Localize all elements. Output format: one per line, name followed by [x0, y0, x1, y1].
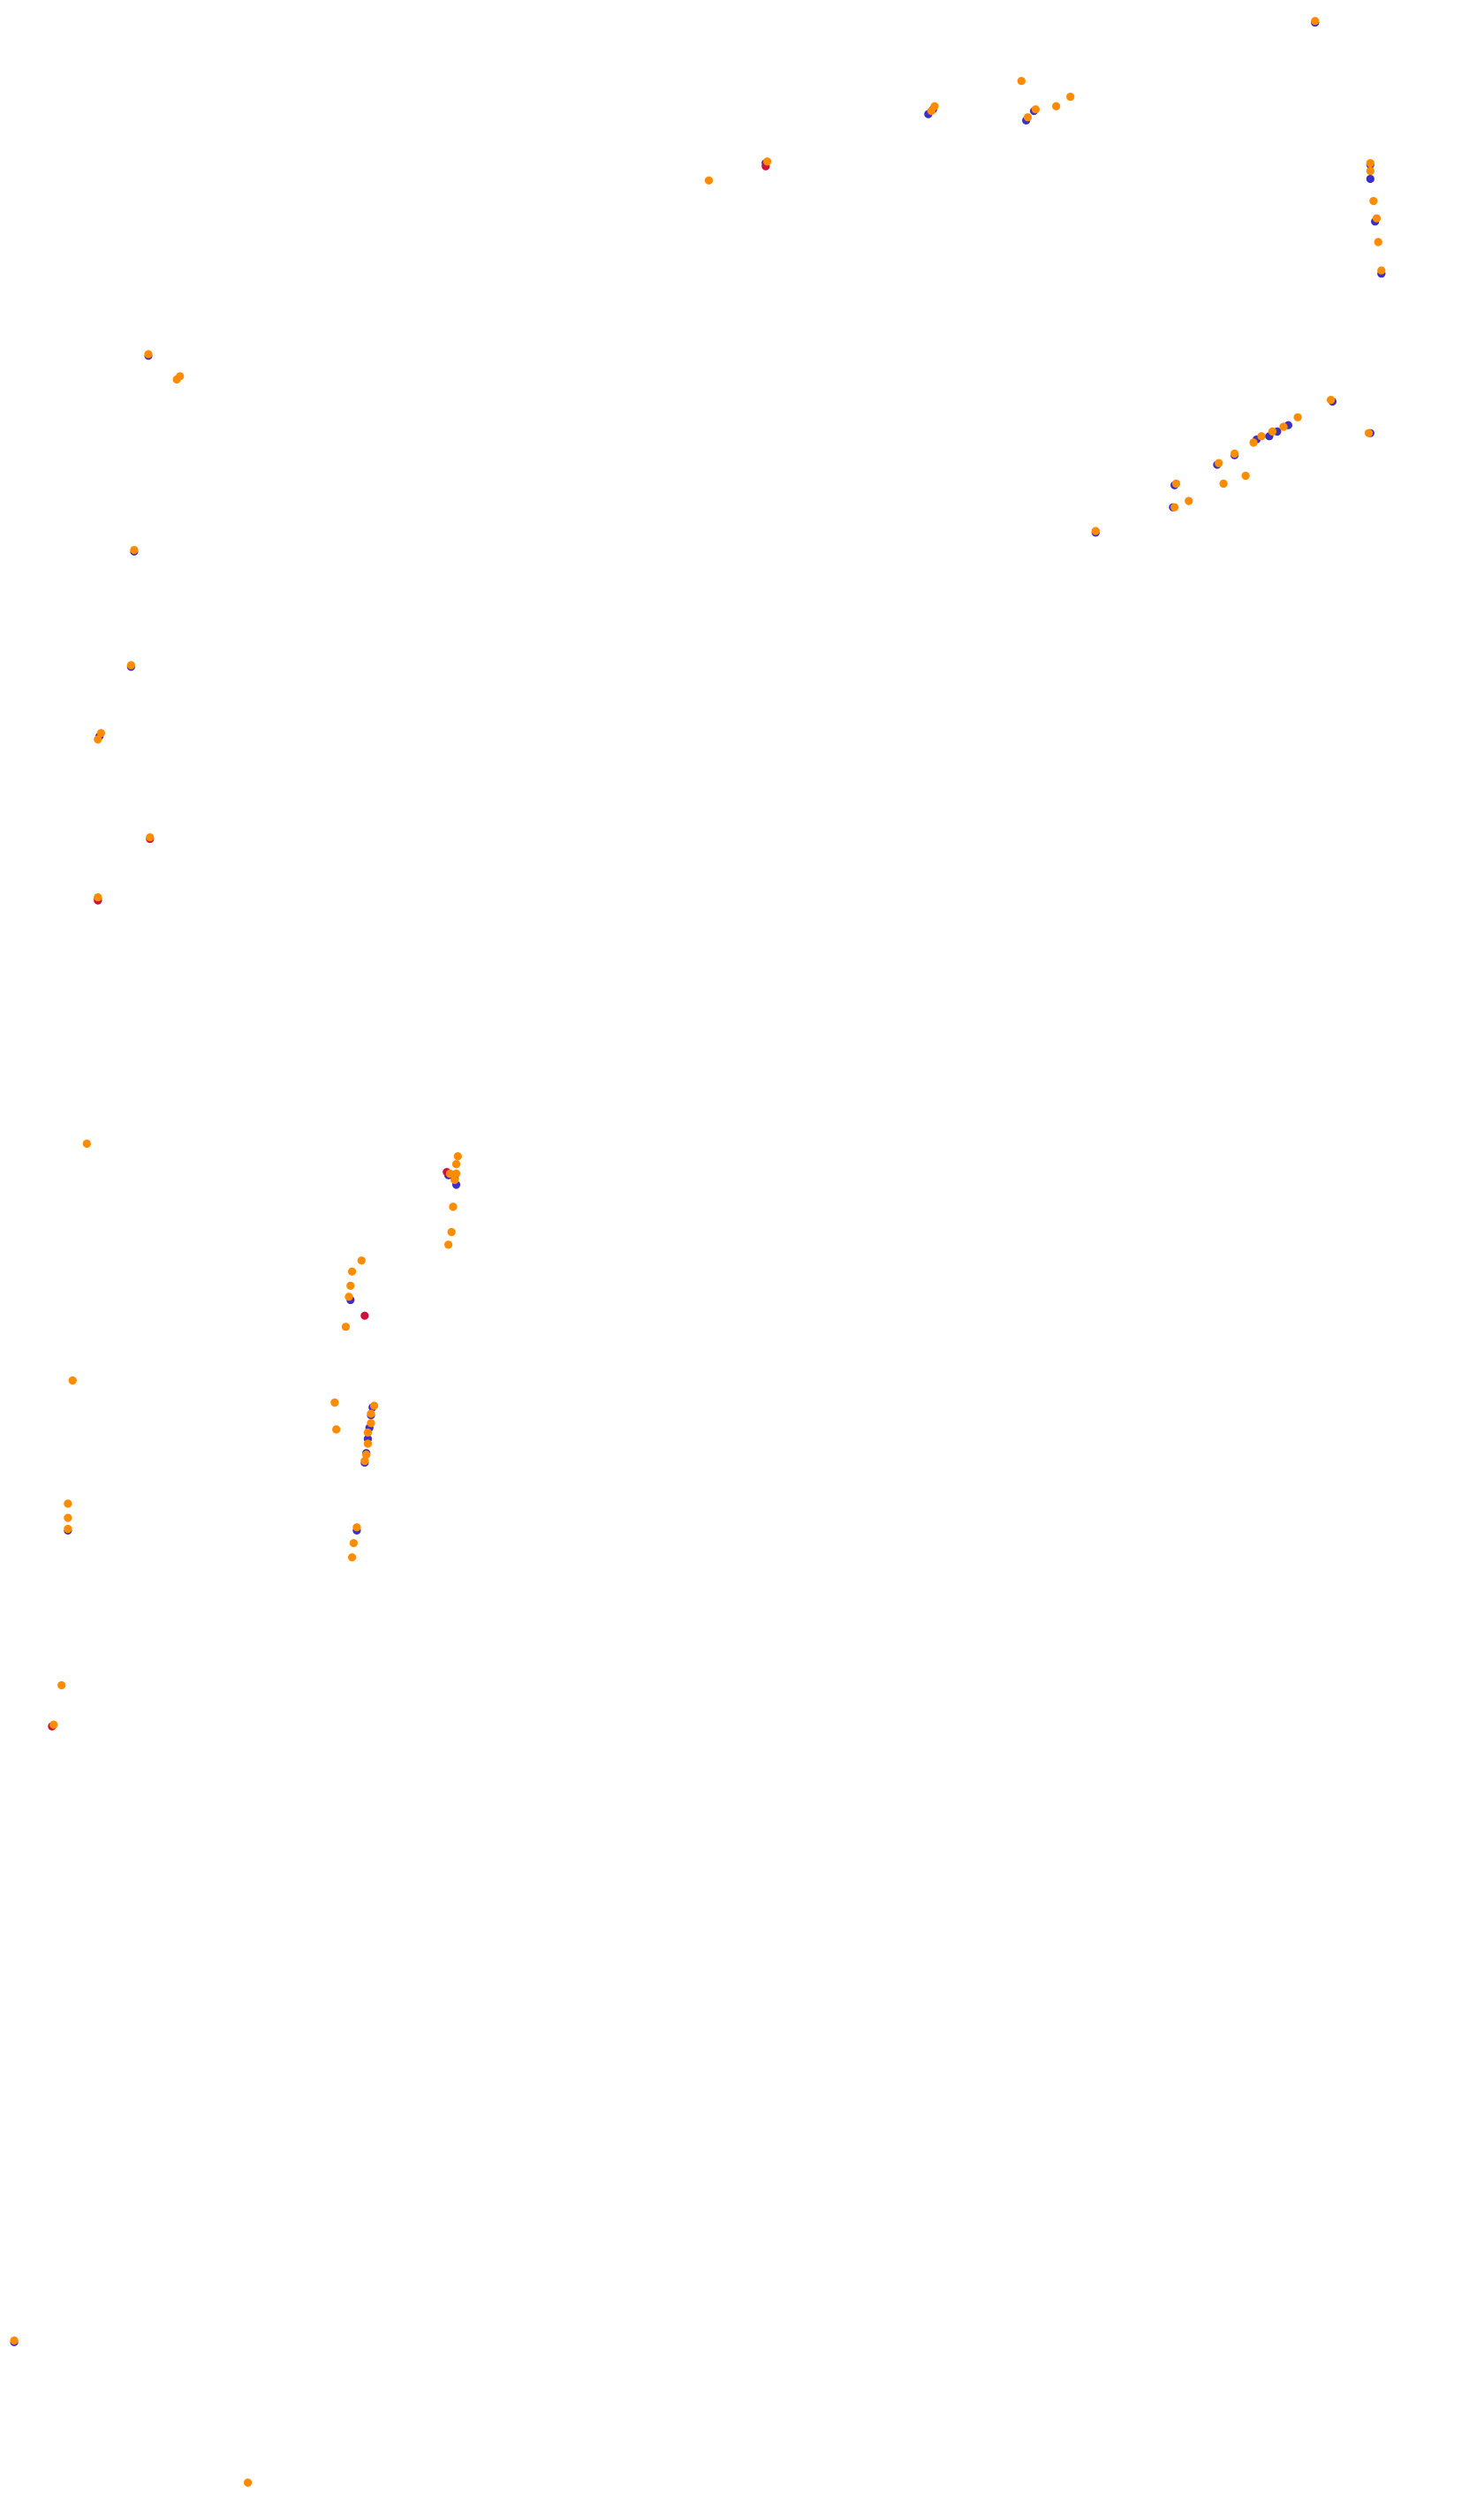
- data-point-orange-10: [1366, 158, 1374, 168]
- data-point-orange-30: [1230, 449, 1239, 459]
- data-point-orange-51: [346, 1281, 355, 1290]
- series-orange: [10, 17, 1386, 2487]
- plot-background: [0, 12, 1484, 2490]
- data-point-orange-67: [352, 1523, 361, 1532]
- data-point-orange-9: [704, 176, 714, 185]
- data-point-orange-19: [130, 545, 139, 555]
- data-point-orange-73: [243, 2478, 253, 2487]
- data-point-orange-61: [363, 1439, 373, 1448]
- data-point-orange-57: [367, 1409, 375, 1418]
- data-point-orange-38: [1326, 396, 1336, 405]
- data-point-orange-24: [94, 893, 102, 902]
- data-point-orange-14: [1374, 238, 1382, 246]
- data-point-orange-4: [1066, 92, 1075, 102]
- data-point-orange-23: [146, 833, 155, 842]
- data-point-orange-29: [1249, 438, 1258, 447]
- data-point-orange-48: [443, 1240, 453, 1249]
- data-point-orange-55: [330, 1398, 339, 1407]
- data-point-orange-18: [172, 375, 181, 384]
- data-point-orange-0: [1311, 17, 1320, 26]
- data-point-orange-15: [1377, 266, 1386, 275]
- data-point-orange-56: [369, 1401, 379, 1410]
- data-point-orange-66: [64, 1524, 72, 1534]
- data-point-orange-25: [1293, 413, 1302, 421]
- data-point-orange-65: [64, 1513, 72, 1522]
- data-point-orange-59: [332, 1425, 341, 1434]
- data-point-orange-12: [1369, 196, 1378, 206]
- data-point-orange-42: [451, 1160, 461, 1169]
- data-point-orange-32: [1215, 459, 1223, 467]
- data-point-blue-7: [1366, 174, 1374, 184]
- data-point-orange-40: [82, 1139, 91, 1149]
- data-point-orange-45: [445, 1169, 455, 1179]
- data-point-orange-47: [447, 1227, 456, 1237]
- data-point-orange-54: [68, 1376, 77, 1385]
- data-point-orange-8: [762, 157, 772, 166]
- data-point-orange-27: [1268, 427, 1277, 436]
- data-point-orange-69: [347, 1553, 357, 1562]
- data-point-orange-64: [64, 1499, 72, 1508]
- data-point-orange-16: [144, 350, 153, 359]
- data-point-orange-71: [49, 1720, 58, 1729]
- data-point-orange-26: [1279, 422, 1288, 431]
- data-point-orange-41: [453, 1152, 462, 1161]
- data-point-orange-11: [1366, 166, 1374, 176]
- data-point-orange-68: [349, 1538, 358, 1548]
- data-point-orange-46: [449, 1202, 458, 1211]
- data-point-orange-22: [94, 735, 102, 744]
- data-point-orange-20: [126, 661, 135, 670]
- data-point-orange-49: [357, 1256, 366, 1265]
- data-point-orange-6: [927, 106, 936, 116]
- data-point-orange-2: [1031, 105, 1041, 114]
- data-point-orange-43: [451, 1169, 461, 1179]
- data-point-orange-31: [1241, 471, 1250, 481]
- data-point-orange-35: [1171, 479, 1181, 489]
- points-layer: [10, 17, 1386, 2487]
- data-point-orange-28: [1257, 432, 1266, 441]
- data-point-red-4: [360, 1311, 369, 1320]
- data-point-orange-63: [360, 1457, 369, 1466]
- data-point-orange-1: [1017, 77, 1026, 86]
- data-point-orange-13: [1372, 214, 1382, 223]
- data-point-orange-70: [57, 1680, 66, 1690]
- data-point-orange-39: [1364, 428, 1374, 437]
- data-point-orange-72: [10, 2336, 19, 2345]
- data-point-orange-37: [1091, 527, 1100, 535]
- data-point-orange-44: [450, 1175, 459, 1185]
- data-point-orange-50: [347, 1267, 357, 1276]
- data-point-orange-53: [341, 1323, 351, 1331]
- data-point-orange-58: [367, 1419, 375, 1428]
- data-point-orange-21: [96, 729, 106, 738]
- data-point-orange-33: [1219, 479, 1228, 489]
- data-point-orange-52: [344, 1293, 353, 1301]
- data-point-orange-3: [1052, 102, 1061, 110]
- data-point-orange-62: [361, 1450, 371, 1460]
- data-point-orange-36: [1170, 503, 1179, 512]
- data-point-orange-34: [1185, 497, 1193, 505]
- data-point-orange-7: [1023, 113, 1033, 122]
- data-point-orange-60: [363, 1428, 373, 1437]
